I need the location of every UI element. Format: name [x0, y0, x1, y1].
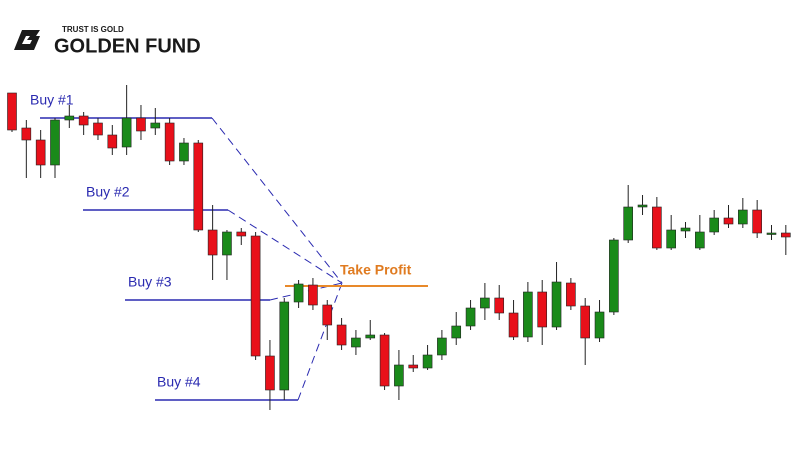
- candle-body: [437, 337, 447, 356]
- take-profit-label: Take Profit: [340, 262, 412, 278]
- candle-body: [35, 139, 46, 166]
- candle-body: [623, 206, 633, 241]
- candle-body: [394, 364, 404, 387]
- candle-body: [222, 231, 232, 256]
- candle-body: [766, 232, 777, 235]
- candle-body: [652, 206, 662, 249]
- candle-body: [164, 122, 175, 162]
- connector: [211, 117, 343, 284]
- candle-body: [551, 281, 562, 328]
- brand-tagline: TRUST IS GOLD: [62, 25, 124, 34]
- candle-body: [752, 209, 762, 234]
- logo: TRUST IS GOLD GOLDEN FUND: [14, 25, 201, 57]
- candle-body: [738, 209, 748, 225]
- candle-body: [637, 204, 648, 208]
- buy-label: Buy #1: [30, 92, 74, 108]
- candle-body: [523, 291, 533, 338]
- candle-body: [308, 284, 318, 306]
- candle-body: [365, 334, 376, 339]
- candle-body: [236, 231, 247, 237]
- connector: [227, 209, 343, 284]
- candle-body: [594, 311, 605, 339]
- candle-body: [494, 297, 505, 314]
- candle-body: [680, 227, 691, 232]
- candle-body: [480, 297, 490, 309]
- candle-body: [150, 122, 161, 129]
- buy-label: Buy #2: [86, 184, 130, 200]
- buy-label: Buy #4: [157, 374, 201, 390]
- candle-body: [265, 355, 275, 391]
- candle-body: [7, 92, 17, 131]
- candle-body: [781, 232, 791, 238]
- candle-body: [580, 305, 591, 339]
- candle-body: [250, 235, 261, 357]
- candle-body: [695, 231, 705, 249]
- candle-body: [336, 324, 347, 346]
- candle-body: [93, 122, 103, 136]
- candle-body: [537, 291, 548, 328]
- candle-body: [207, 229, 218, 256]
- candle-body: [408, 364, 419, 369]
- candle-body: [566, 282, 576, 307]
- candle-body: [78, 115, 89, 126]
- candle-body: [107, 134, 118, 149]
- candle-body: [351, 337, 361, 348]
- candle-body: [193, 142, 204, 231]
- candle-body: [121, 117, 132, 148]
- candle-body: [64, 115, 75, 121]
- connector: [297, 282, 343, 401]
- candle-body: [379, 334, 390, 387]
- brand-name: GOLDEN FUND: [54, 35, 201, 57]
- candle-body: [666, 229, 676, 249]
- candle-body: [422, 354, 433, 369]
- candle-body: [508, 312, 519, 338]
- candle-body: [21, 127, 32, 141]
- buy-label: Buy #3: [128, 274, 172, 290]
- candle-body: [451, 325, 462, 339]
- candle-body: [465, 307, 476, 327]
- candle-body: [723, 217, 734, 225]
- candle-body: [293, 283, 304, 303]
- candle-body: [322, 304, 333, 326]
- candle-body: [279, 301, 290, 391]
- candle-body: [179, 142, 189, 162]
- candle-body: [50, 119, 60, 166]
- logo-icon: [14, 30, 40, 50]
- candle-body: [609, 239, 619, 313]
- candle-body: [136, 117, 146, 132]
- candle-body: [709, 217, 719, 233]
